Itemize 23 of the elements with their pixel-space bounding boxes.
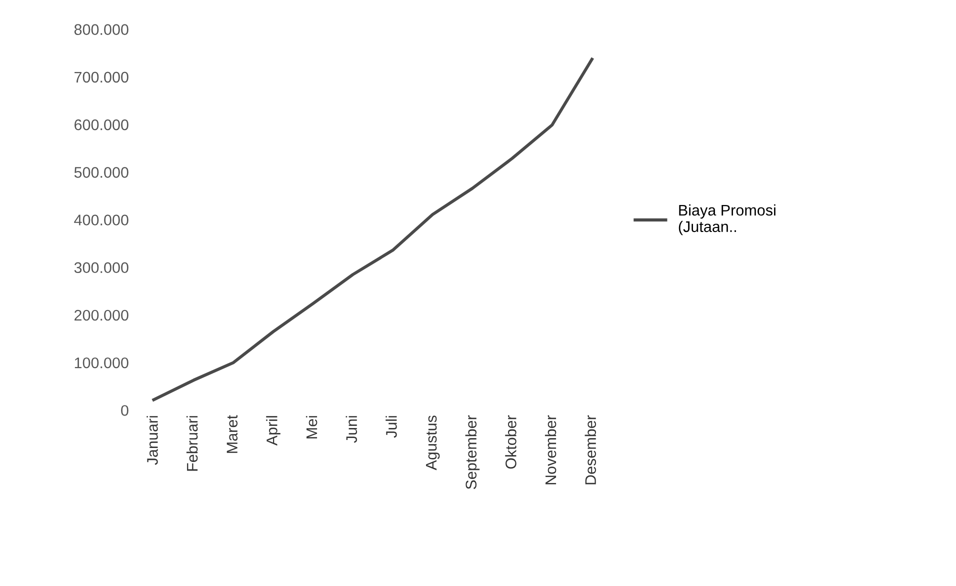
x-tick-label: Juni <box>346 416 358 443</box>
x-tick-label: Mei <box>306 416 318 438</box>
x-tick-label: Januari <box>146 416 158 465</box>
y-tick-label: 800.000 <box>74 24 128 35</box>
x-tick-label: April <box>266 416 280 446</box>
y-tick-label: 400.000 <box>74 214 128 226</box>
x-tick-label: September <box>465 415 480 490</box>
x-tick-label: Agustus <box>426 416 440 470</box>
x-tick-label: Oktober <box>505 415 516 469</box>
x-tick-label: November <box>544 415 556 484</box>
y-tick-label: 100.000 <box>74 357 128 368</box>
x-tick-label: Juli <box>386 416 397 438</box>
x-tick-label: Desember <box>584 415 596 484</box>
legend-label: Biaya Promosi (Jutaan.. <box>678 204 776 236</box>
y-tick-label: 0 <box>121 405 128 416</box>
y-tick-label: 500.000 <box>74 167 128 178</box>
x-tick-label: Maret <box>226 415 238 453</box>
line-series <box>152 58 594 402</box>
y-tick-label: 300.000 <box>74 262 128 274</box>
y-tick-label: 200.000 <box>74 310 128 321</box>
y-tick-label: 600.000 <box>74 119 128 130</box>
x-tick-label: Februari <box>186 416 198 471</box>
y-tick-label: 700.000 <box>74 72 128 83</box>
